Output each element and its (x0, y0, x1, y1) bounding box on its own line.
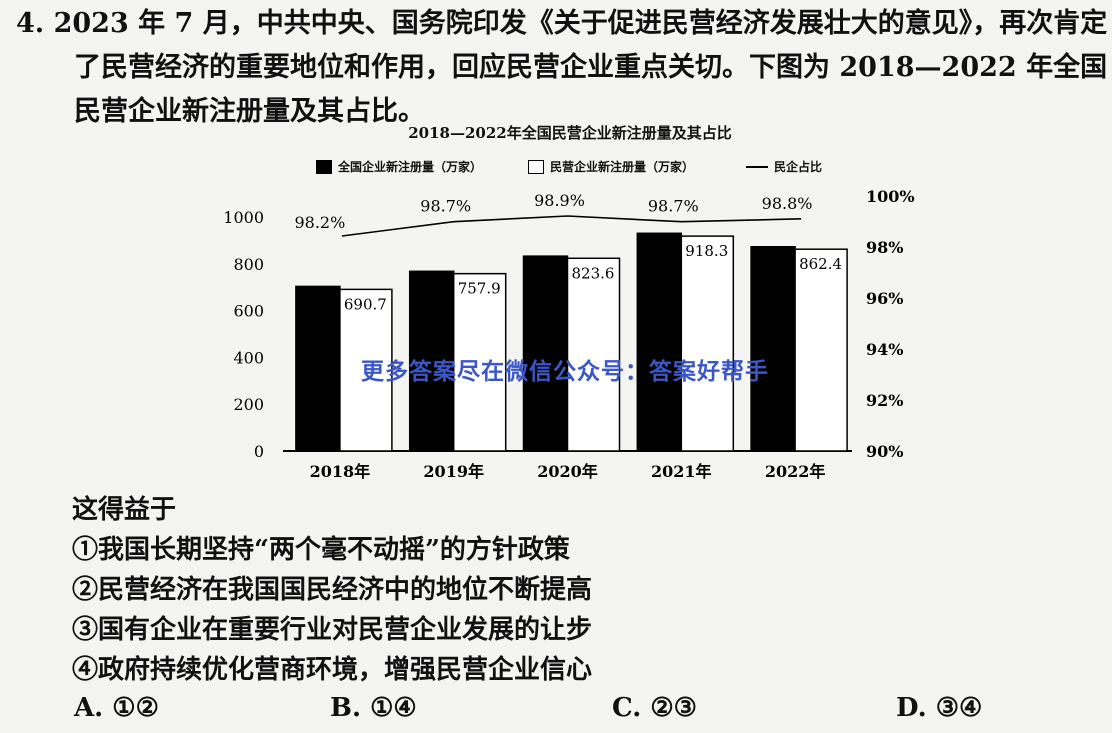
y-right-tick-label: 96% (866, 289, 903, 308)
legend-item-private: 民营企业新注册量（万家） (528, 158, 694, 175)
watermark-text: 更多答案尽在微信公众号：答案好帮手 (361, 359, 769, 385)
y-right-tick-label: 100% (866, 187, 915, 206)
y-right-tick-label: 90% (866, 442, 903, 461)
share-value-label: 98.7% (420, 197, 471, 216)
question-body: 这得益于 ①我国长期坚持“两个毫不动摇”的方针政策 ②民营经济在我国国民经济中的… (72, 490, 592, 690)
y-left-tick-label: 800 (233, 255, 264, 274)
bar-private (339, 288, 393, 452)
legend-item-total: 全国企业新注册量（万家） (316, 158, 482, 175)
statement-4: ④政府持续优化营商环境，增强民营企业信心 (72, 655, 593, 685)
y-left-tick-label: 400 (233, 348, 264, 367)
legend-label-private: 民营企业新注册量（万家） (550, 160, 695, 174)
legend-swatch-white (528, 159, 544, 174)
stem-line-3: 民营企业新注册量及其占比。 (74, 96, 425, 127)
option-b[interactable]: B. ①④ (330, 693, 417, 723)
option-b-letter: B. (330, 693, 362, 723)
chart-legend: 全国企业新注册量（万家） 民营企业新注册量（万家） 民企占比 (316, 158, 856, 180)
question-stem: 4. 2023 年 7 月，中共中央、国务院印发《关于促进民营经济发展壮大的意见… (16, 2, 1108, 134)
x-tick-label: 2020年 (537, 462, 598, 481)
y-left-tick-label: 1000 (223, 208, 264, 227)
legend-label-share: 民企占比 (774, 160, 823, 174)
share-value-label: 98.8% (762, 194, 813, 213)
statement-2: ②民营经济在我国国民经济中的地位不断提高 (72, 575, 593, 605)
y-right-tick-label: 92% (866, 391, 903, 410)
option-a-text: ①② (112, 693, 159, 723)
option-d[interactable]: D. ③④ (896, 693, 982, 723)
bar-private-value-label: 918.3 (685, 242, 728, 260)
bar-private-value-label: 757.9 (458, 280, 501, 298)
option-c-letter: C. (612, 693, 642, 723)
legend-item-share: 民企占比 (746, 158, 822, 175)
legend-swatch-black (316, 159, 332, 174)
bar-total (636, 232, 683, 452)
y-left-tick-label: 200 (233, 395, 264, 414)
legend-swatch-line (746, 165, 768, 168)
y-left-tick-label: 0 (254, 442, 264, 461)
bar-total (408, 270, 455, 452)
statement-1: ①我国长期坚持“两个毫不动摇”的方针政策 (72, 535, 570, 565)
share-value-label: 98.9% (534, 191, 585, 210)
legend-label-total: 全国企业新注册量（万家） (338, 160, 483, 174)
option-b-text: ①④ (370, 693, 417, 723)
bar-private-value-label: 823.6 (572, 264, 615, 282)
bar-private (794, 248, 848, 452)
bar-private (680, 235, 735, 452)
bar-private (452, 272, 507, 452)
bar-total (295, 285, 341, 452)
y-right-tick-label: 94% (866, 340, 903, 359)
option-a[interactable]: A. ①② (74, 693, 159, 723)
share-line (341, 215, 802, 237)
stem-line-2: 了民营经济的重要地位和作用，回应民营企业重点关切。下图为 2018—2022 年… (74, 52, 1108, 83)
y-right-tick-label: 98% (866, 238, 903, 257)
answer-options: A. ①② B. ①④ C. ②③ D. ③④ (0, 693, 1112, 733)
bar-private (566, 257, 621, 452)
statement-3: ③国有企业在重要行业对民营企业发展的让步 (72, 615, 593, 645)
option-d-text: ③④ (935, 693, 983, 723)
y-left-tick-label: 600 (233, 302, 264, 321)
x-tick-label: 2022年 (765, 462, 826, 481)
bar-private-value-label: 862.4 (799, 255, 842, 273)
x-tick-label: 2019年 (423, 462, 484, 481)
stem-line-1: 4. 2023 年 7 月，中共中央、国务院印发《关于促进民营经济发展壮大的意见… (16, 8, 1108, 39)
share-value-label: 98.7% (648, 197, 699, 216)
option-c-text: ②③ (650, 693, 697, 723)
bar-total (522, 255, 569, 452)
question-prompt: 这得益于 (72, 495, 177, 525)
option-c[interactable]: C. ②③ (612, 693, 697, 723)
x-tick-label: 2018年 (310, 462, 371, 481)
x-tick-label: 2021年 (651, 462, 712, 481)
bar-private-value-label: 690.7 (344, 295, 387, 313)
bar-total (750, 245, 796, 452)
share-value-label: 98.2% (294, 213, 345, 232)
option-d-letter: D. (896, 693, 927, 723)
chart-title: 2018—2022年全国民营企业新注册量及其占比 (408, 124, 732, 142)
option-a-letter: A. (74, 693, 104, 723)
